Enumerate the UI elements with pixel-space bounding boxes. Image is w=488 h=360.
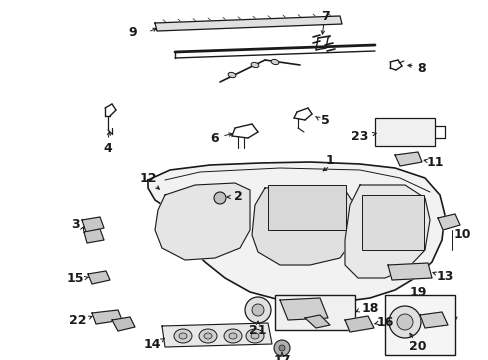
Text: 23: 23 xyxy=(350,130,368,143)
Ellipse shape xyxy=(179,333,186,339)
Text: 19: 19 xyxy=(408,285,426,298)
Text: 10: 10 xyxy=(452,229,470,242)
Circle shape xyxy=(388,306,420,338)
Text: 1: 1 xyxy=(325,153,334,166)
Text: 13: 13 xyxy=(435,270,453,283)
Bar xyxy=(374,118,434,146)
Text: 16: 16 xyxy=(376,315,393,328)
Ellipse shape xyxy=(224,329,242,343)
Text: 15: 15 xyxy=(66,271,83,284)
Text: 7: 7 xyxy=(320,9,329,22)
Ellipse shape xyxy=(270,59,278,65)
Circle shape xyxy=(214,192,225,204)
Text: 17: 17 xyxy=(273,354,290,360)
Polygon shape xyxy=(345,185,429,278)
Polygon shape xyxy=(394,152,421,166)
Ellipse shape xyxy=(250,62,258,68)
Polygon shape xyxy=(280,298,327,320)
Circle shape xyxy=(251,304,264,316)
Polygon shape xyxy=(92,310,122,324)
Text: 11: 11 xyxy=(426,157,443,170)
Text: 5: 5 xyxy=(320,113,329,126)
Text: 9: 9 xyxy=(128,26,137,39)
Ellipse shape xyxy=(228,333,237,339)
Circle shape xyxy=(396,314,412,330)
Polygon shape xyxy=(345,316,373,332)
Polygon shape xyxy=(88,271,110,284)
Text: 2: 2 xyxy=(233,190,242,203)
Polygon shape xyxy=(162,323,271,347)
Text: 21: 21 xyxy=(249,324,266,337)
Polygon shape xyxy=(82,217,104,232)
Text: 22: 22 xyxy=(69,314,86,327)
Polygon shape xyxy=(419,312,447,328)
Polygon shape xyxy=(155,183,249,260)
Polygon shape xyxy=(112,317,135,331)
Ellipse shape xyxy=(174,329,192,343)
Ellipse shape xyxy=(245,329,264,343)
Text: 3: 3 xyxy=(71,219,79,231)
Circle shape xyxy=(279,345,285,351)
Bar xyxy=(384,295,454,355)
Ellipse shape xyxy=(227,72,235,78)
Text: 6: 6 xyxy=(210,131,219,144)
Ellipse shape xyxy=(199,329,217,343)
Ellipse shape xyxy=(250,333,259,339)
Bar xyxy=(274,295,354,330)
Circle shape xyxy=(273,340,289,356)
Text: 18: 18 xyxy=(361,302,378,315)
Polygon shape xyxy=(387,263,431,280)
Circle shape xyxy=(244,297,270,323)
Polygon shape xyxy=(155,16,341,31)
Text: 12: 12 xyxy=(139,171,157,184)
Bar xyxy=(267,185,346,230)
Text: 14: 14 xyxy=(143,338,161,351)
Text: 20: 20 xyxy=(408,339,426,352)
Polygon shape xyxy=(84,229,104,243)
Polygon shape xyxy=(148,162,444,303)
Ellipse shape xyxy=(203,333,212,339)
Bar xyxy=(361,195,423,250)
Text: 8: 8 xyxy=(417,62,426,75)
Polygon shape xyxy=(305,315,329,328)
Text: 4: 4 xyxy=(103,141,112,154)
Polygon shape xyxy=(437,214,459,230)
Polygon shape xyxy=(251,186,354,265)
